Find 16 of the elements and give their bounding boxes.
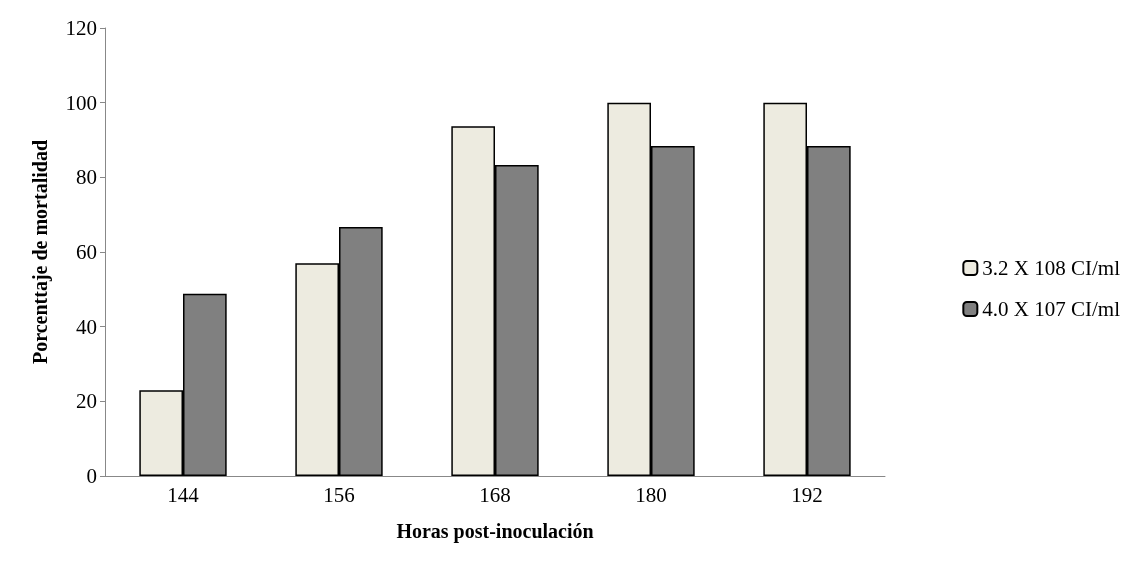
y-tick-label: 120 (65, 16, 97, 40)
legend-label: 3.2 X 108 CI/ml (982, 256, 1121, 280)
y-tick-label: 80 (76, 165, 97, 190)
x-tick-label: 168 (479, 482, 511, 507)
y-tick-label: 20 (76, 389, 97, 414)
legend-label: 4.0 X 107 CI/ml (982, 297, 1121, 321)
x-tick-label: 180 (635, 482, 667, 507)
y-tick-label: 60 (76, 240, 97, 264)
y-axis-title: Porcenttaje de mortalidad (29, 139, 52, 365)
y-tick-label: 100 (65, 90, 97, 115)
x-tick-label: 144 (167, 482, 200, 507)
y-tick-label: 0 (86, 464, 97, 488)
x-tick-label: 192 (791, 482, 823, 507)
y-tick-label: 40 (76, 314, 97, 339)
x-tick-label: 156 (323, 482, 355, 507)
x-axis-title: Horas post-inoculación (396, 520, 594, 543)
